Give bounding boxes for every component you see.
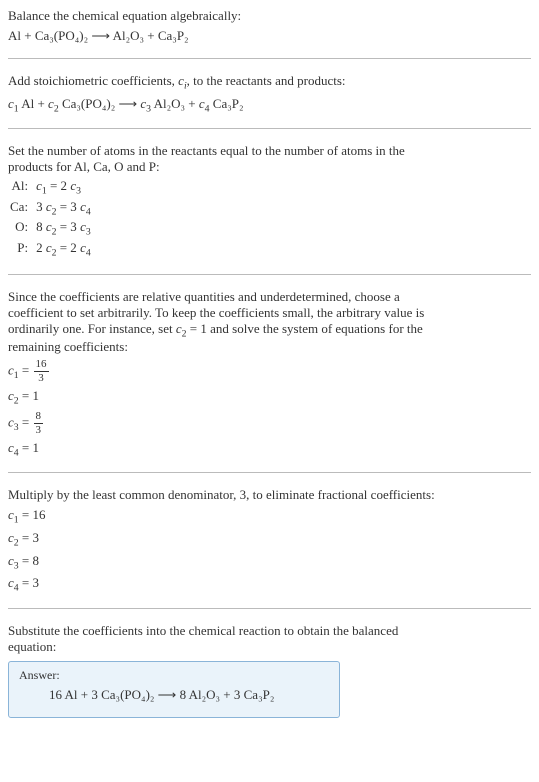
mult-assign-2: c2 = 3 [8,530,531,549]
p-lpre: 2 [36,240,46,255]
ca3-frac: 83 [34,411,44,436]
choose-p3: ordinarily one. For instance, set c2 = 1… [8,321,531,340]
ca3-eq: = [19,414,33,429]
atom-row-al: Al: c1 = 2 c3 [8,177,97,198]
choose-p3-pre: ordinarily one. For instance, set [8,321,176,336]
separator-1 [8,58,531,59]
stoich-post: , to the reactants and products: [187,73,346,88]
intro-section: Balance the chemical equation algebraica… [8,8,531,44]
choose-assign-3: c3 = 83 [8,411,531,436]
p-rs: 4 [86,248,91,259]
atoms-intro2: products for Al, Ca, O and P: [8,159,531,175]
ma1-eq: = 16 [19,507,46,522]
choose-assign-4: c4 = 1 [8,440,531,459]
choose-p2: coefficient to set arbitrarily. To keep … [8,305,531,321]
ca3-den: 3 [34,424,44,436]
o-eq: = 3 [56,219,80,234]
substitute-p1: Substitute the coefficients into the che… [8,623,531,639]
atom-row-o: O: 8 c2 = 3 c3 [8,218,97,239]
ca4-eq: = 1 [19,440,39,455]
choose-assign-1: c1 = 163 [8,359,531,384]
ca-rs: 4 [86,206,91,217]
intro-text: Balance the chemical equation algebraica… [8,8,531,24]
ca2-eq: = 1 [19,388,39,403]
stoich-section: Add stoichiometric coefficients, ci, to … [8,73,531,114]
stoich-text: Add stoichiometric coefficients, ci, to … [8,73,531,92]
separator-5 [8,608,531,609]
separator-3 [8,274,531,275]
mult-assign-4: c4 = 3 [8,575,531,594]
ca1-eq: = [19,363,33,378]
atom-el-ca: Ca: [8,198,34,219]
choose-section: Since the coefficients are relative quan… [8,289,531,459]
choose-p1: Since the coefficients are relative quan… [8,289,531,305]
atoms-section: Set the number of atoms in the reactants… [8,143,531,259]
stoich-reaction: c1 Al + c2 Ca₃(PO₄)₂ ⟶ c3 Al₂O₃ + c4 Ca₃… [8,96,531,115]
sp3: Al₂O₃ + [151,96,199,111]
stoich-pre: Add stoichiometric coefficients, [8,73,178,88]
sp2: Ca₃(PO₄)₂ ⟶ [59,96,141,111]
ma4-eq: = 3 [19,575,39,590]
ca1-num: 16 [34,359,49,372]
atom-eq-ca: 3 c2 = 3 c4 [34,198,97,219]
ma3-eq: = 8 [19,553,39,568]
intro-reaction: Al + Ca₃(PO₄)₂ ⟶ Al₂O₃ + Ca₃P₂ [8,28,531,44]
choose-assign-2: c2 = 1 [8,388,531,407]
ca1-den: 3 [34,372,49,384]
sp4: Ca₃P₂ [210,96,244,111]
atom-eq-p: 2 c2 = 2 c4 [34,239,97,260]
substitute-p2: equation: [8,639,531,655]
atom-el-p: P: [8,239,34,260]
atom-row-ca: Ca: 3 c2 = 3 c4 [8,198,97,219]
substitute-section: Substitute the coefficients into the che… [8,623,531,655]
atom-eq-o: 8 c2 = 3 c3 [34,218,97,239]
p-eq: = 2 [56,240,80,255]
al-rs: 3 [76,186,81,197]
choose-p4: remaining coefficients: [8,339,531,355]
atom-eq-al: c1 = 2 c3 [34,177,97,198]
multiply-section: Multiply by the least common denominator… [8,487,531,593]
mult-assign-3: c3 = 8 [8,553,531,572]
separator-4 [8,472,531,473]
ca-lpre: 3 [36,199,46,214]
sp1: Al + [19,96,48,111]
separator-2 [8,128,531,129]
multiply-p1: Multiply by the least common denominator… [8,487,531,503]
ca3-num: 8 [34,411,44,424]
al-eq: = 2 [47,178,71,193]
answer-box: Answer: 16 Al + 3 Ca₃(PO₄)₂ ⟶ 8 Al₂O₃ + … [8,661,340,718]
o-rs: 3 [86,227,91,238]
answer-equation: 16 Al + 3 Ca₃(PO₄)₂ ⟶ 8 Al₂O₃ + 3 Ca₃P₂ [19,687,329,703]
o-lpre: 8 [36,219,46,234]
ca-eq: = 3 [56,199,80,214]
answer-label: Answer: [19,668,329,683]
mult-assign-1: c1 = 16 [8,507,531,526]
atoms-intro1: Set the number of atoms in the reactants… [8,143,531,159]
atom-el-o: O: [8,218,34,239]
atom-row-p: P: 2 c2 = 2 c4 [8,239,97,260]
ca1-frac: 163 [34,359,49,384]
ma2-eq: = 3 [19,530,39,545]
atoms-table: Al: c1 = 2 c3 Ca: 3 c2 = 3 c4 O: 8 c2 = … [8,177,97,259]
atom-el-al: Al: [8,177,34,198]
choose-p3-mid: = 1 and solve the system of equations fo… [187,321,423,336]
